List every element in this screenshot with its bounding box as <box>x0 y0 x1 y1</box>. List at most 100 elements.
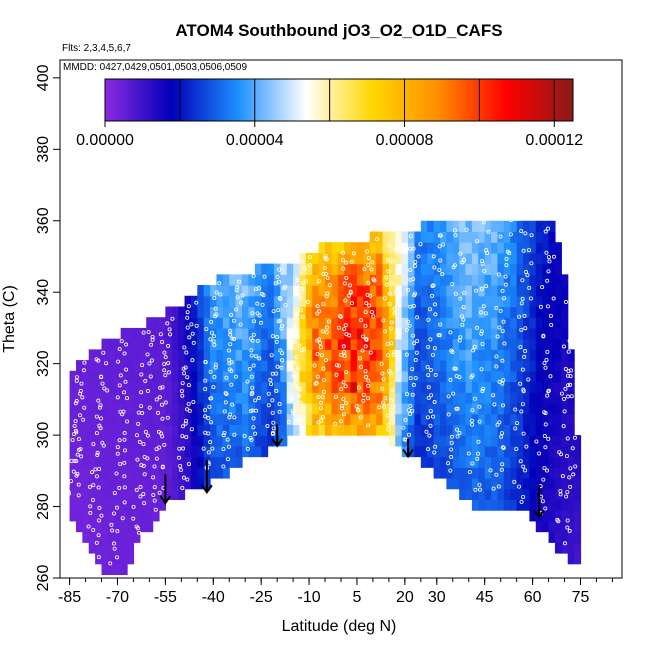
field-cell <box>529 477 537 490</box>
field-cell <box>101 402 109 415</box>
track-point <box>573 464 578 469</box>
track-point <box>179 389 184 394</box>
track-point <box>385 342 390 347</box>
field-cell <box>69 435 77 447</box>
field-cell <box>452 220 460 233</box>
track-point <box>450 281 455 286</box>
track-point <box>347 283 352 288</box>
field-cell <box>216 413 224 425</box>
field-cell <box>88 456 96 468</box>
track-point <box>141 330 146 335</box>
track-point <box>565 373 570 378</box>
field-cell <box>95 510 103 522</box>
field-cell <box>165 381 173 393</box>
track-point <box>534 439 539 444</box>
field-cell <box>471 295 479 308</box>
field-cell <box>497 231 505 243</box>
track-point <box>500 358 505 363</box>
field-cell <box>471 467 479 479</box>
field-cell <box>146 520 154 533</box>
field-cell <box>299 370 307 383</box>
track-point <box>154 456 159 461</box>
track-point <box>117 486 122 491</box>
track-point <box>208 440 213 445</box>
field-cell <box>369 413 377 425</box>
field-cell <box>95 542 103 554</box>
field-cell <box>420 274 428 286</box>
field-cell <box>261 435 269 447</box>
field-cell <box>478 242 486 254</box>
field-cell <box>88 349 96 361</box>
field-cell <box>261 263 269 275</box>
field-cell <box>75 499 83 511</box>
track-point <box>180 434 185 439</box>
field-cell <box>107 510 115 522</box>
field-cell <box>491 263 499 275</box>
track-point <box>404 352 409 357</box>
field-cell <box>254 370 262 383</box>
track-point <box>565 394 570 399</box>
field-cell <box>548 456 556 468</box>
field-cell <box>254 435 262 447</box>
field-cell <box>203 349 211 361</box>
field-cell <box>459 274 467 286</box>
field-cell <box>235 295 243 308</box>
field-cell <box>139 349 147 361</box>
field-cell <box>229 285 237 297</box>
field-cell <box>542 317 550 329</box>
field-cell <box>471 499 479 511</box>
field-cell <box>478 252 486 265</box>
track-point <box>270 398 275 403</box>
track-point <box>379 361 384 366</box>
field-cell <box>567 499 575 511</box>
track-point <box>147 361 152 366</box>
field-cell <box>376 338 384 350</box>
field-cell <box>197 413 205 425</box>
field-cell <box>152 467 160 479</box>
field-cell <box>478 477 486 490</box>
field-cell <box>254 445 262 458</box>
field-cell <box>146 435 154 447</box>
field-cell <box>318 349 326 361</box>
field-cell <box>414 370 422 383</box>
field-cell <box>139 435 147 447</box>
field-cell <box>516 424 524 436</box>
track-point <box>369 267 374 272</box>
field-cell <box>305 274 313 286</box>
field-cell <box>427 338 435 350</box>
field-cell <box>459 220 467 233</box>
field-cell <box>242 435 249 447</box>
field-cell <box>491 413 499 425</box>
field-cell <box>120 531 128 543</box>
track-point <box>410 392 415 397</box>
field-cell <box>350 274 358 286</box>
field-cell <box>376 295 384 308</box>
field-cell <box>542 520 550 533</box>
field-cell <box>523 220 530 233</box>
field-cell <box>427 349 435 361</box>
field-cell <box>516 360 524 372</box>
field-cell <box>171 456 179 468</box>
field-cell <box>107 402 115 415</box>
field-layer <box>69 220 582 576</box>
track-point <box>166 361 171 366</box>
field-cell <box>318 306 326 318</box>
track-point <box>214 312 219 317</box>
track-point <box>249 353 254 358</box>
field-cell <box>254 274 262 286</box>
field-cell <box>548 499 556 511</box>
field-cell <box>280 338 288 350</box>
track-point <box>529 233 534 238</box>
field-cell <box>369 381 377 393</box>
field-cell <box>171 338 179 350</box>
track-point <box>441 242 446 247</box>
field-cell <box>229 370 237 383</box>
field-cell <box>184 338 192 350</box>
track-point <box>543 411 548 416</box>
field-cell <box>554 445 562 458</box>
field-cell <box>331 338 339 350</box>
field-cell <box>503 499 511 511</box>
field-cell <box>439 349 447 361</box>
field-cell <box>203 306 211 318</box>
field-cell <box>465 338 473 350</box>
